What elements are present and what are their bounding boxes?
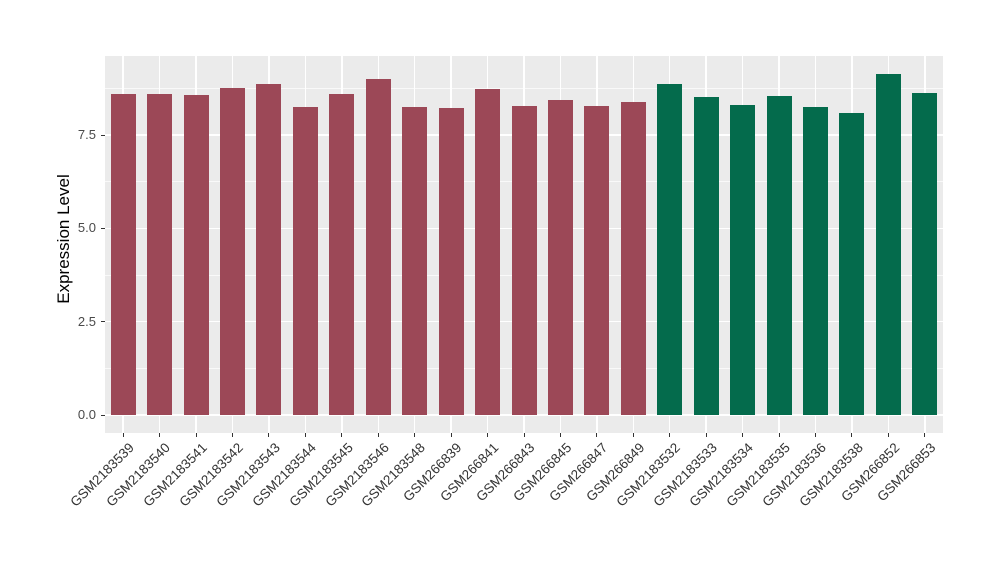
x-tick-mark [159,433,161,437]
bar-GSM266852 [875,74,901,415]
bar-GSM266853 [912,92,938,415]
x-tick-mark [632,433,634,437]
bar-GSM266847 [584,105,610,415]
bar-GSM2183535 [766,95,792,415]
x-tick-mark [596,433,598,437]
y-tick-label: 7.5 [77,127,96,142]
x-tick-mark [742,433,744,437]
x-tick-mark [377,433,379,437]
x-tick-mark [450,433,452,437]
x-tick-mark [487,433,489,437]
bar-GSM2183539 [110,93,136,415]
bar-GSM2183548 [402,106,428,415]
x-tick-mark [122,433,124,437]
x-tick-mark [232,433,234,437]
y-axis-title: Expression Level [54,173,73,304]
bar-GSM266845 [547,99,573,415]
y-tick-mark [101,414,105,416]
bar-GSM2183536 [802,107,828,415]
x-tick-mark [778,433,780,437]
bar-GSM2183534 [730,104,756,415]
bar-GSM2183541 [183,95,209,415]
x-tick-mark [268,433,270,437]
bar-GSM266839 [438,108,464,415]
x-tick-mark [705,433,707,437]
y-tick-label: 5.0 [77,220,96,236]
bar-GSM2183533 [693,96,719,415]
bar-GSM2183542 [220,87,246,415]
x-tick-mark [814,433,816,437]
bar-GSM2183545 [329,94,355,415]
bar-GSM2183532 [657,83,683,415]
bar-GSM2183538 [839,112,865,415]
x-tick-mark [887,433,889,437]
x-tick-mark [924,433,926,437]
x-tick-mark [304,433,306,437]
x-tick-mark [523,433,525,437]
y-tick-label: 0.0 [77,407,96,422]
x-tick-mark [414,433,416,437]
bar-GSM2183546 [365,79,391,415]
bar-GSM266843 [511,105,537,415]
bar-GSM2183540 [147,93,173,415]
y-tick-mark [101,321,105,323]
x-tick-mark [341,433,343,437]
y-tick-mark [101,134,105,136]
bar-GSM2183543 [256,83,282,415]
y-tick-mark [101,227,105,229]
plot-panel [105,56,943,433]
x-tick-mark [851,433,853,437]
y-tick-label: 2.5 [77,313,96,329]
bar-GSM2183544 [292,106,318,415]
x-tick-mark [195,433,197,437]
x-tick-mark [559,433,561,437]
bar-GSM266841 [475,89,501,415]
x-tick-mark [669,433,671,437]
bar-GSM266849 [620,102,646,415]
